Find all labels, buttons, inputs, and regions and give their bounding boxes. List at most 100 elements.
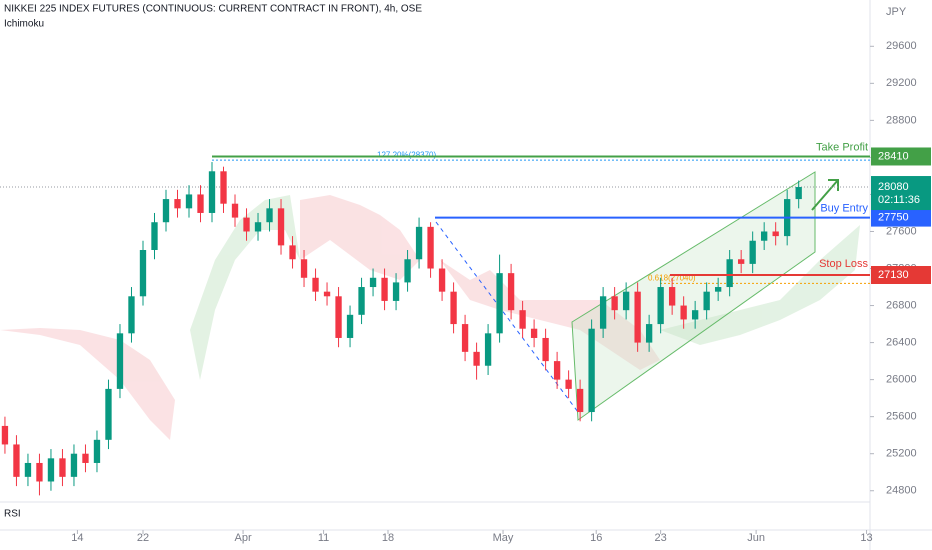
candle-body [266,208,273,223]
candle-body [289,245,296,260]
x-tick-label: 13 [860,532,872,544]
lower-pane-label: RSI [4,509,21,520]
candle-body [59,458,66,477]
cloud-bullish [190,195,300,380]
candle-body [254,222,262,232]
candle-body [542,337,549,362]
y-tick-label: 28800 [886,114,917,126]
candle-body [105,388,112,440]
candle-body [47,458,55,482]
candle-body [588,328,595,413]
candle-body [599,296,607,329]
y-tick-label: 24800 [886,485,917,497]
y-tick-label: 26000 [886,374,917,386]
y-tick-label: 27600 [886,225,917,237]
trade-level-name: Stop Loss [819,258,868,270]
candle-body [772,231,779,237]
x-tick-label: 22 [137,532,149,544]
candle-body [507,273,515,311]
y-tick-label: 26400 [886,336,917,348]
candle-body [565,379,572,389]
price-tag-label: 27750 [878,211,909,223]
x-tick-label: Apr [235,532,252,544]
x-tick-label: 16 [590,532,602,544]
y-tick-label: 29200 [886,77,917,89]
candle-body [714,287,722,292]
last-price-label: 28080 [878,181,909,193]
candle-body [369,277,377,288]
candle-body [576,388,584,413]
candle-body [381,277,388,301]
candle-body [82,453,89,463]
price-tag [871,147,931,166]
candle-body [438,268,446,292]
candle-body [346,314,354,338]
x-tick-label: 18 [382,532,394,544]
price-tag [871,266,931,284]
cloud-bullish [660,225,860,345]
fib-label: 127.20%(28370) [377,150,436,159]
price-tag [871,208,931,227]
candle-body [795,187,802,200]
chart-title: NIKKEI 225 INDEX FUTURES (CONTINUOUS: CU… [4,4,422,15]
trade-level-name: Take Profit [816,141,868,153]
y-tick-label: 29600 [886,40,917,52]
trade-level-name: Buy Entry [820,202,868,214]
candle-body [415,226,423,260]
candle-body [611,296,618,311]
cloud-bearish [0,328,175,440]
candle-body [703,291,710,311]
candle-body [737,259,745,264]
candle-body [496,273,503,334]
y-tick-label: 25600 [886,411,917,423]
candle-body [427,226,434,269]
x-tick-label: 23 [655,532,667,544]
candle-body [185,194,193,209]
currency-label: JPY [886,6,907,18]
x-tick-label: 14 [71,532,83,544]
candle-body [726,259,733,288]
candle-body [70,453,78,477]
candle-body [335,296,342,338]
price-tag-label: 27130 [878,269,909,281]
candle-body [93,439,101,463]
y-tick-label: 26800 [886,299,917,311]
candle-body [24,462,32,477]
candle-body [36,462,43,482]
cloud-bearish [300,195,420,280]
x-tick-label: 11 [318,532,329,544]
candle-body [139,250,147,297]
indicator-label: Ichimoku [4,19,44,30]
candle-body [231,203,239,218]
candle-body [761,231,768,241]
candle-body [243,217,250,232]
candle-body [668,287,676,306]
candle-body [116,333,124,389]
x-tick-label: May [493,532,514,544]
candle-body [519,310,526,329]
candle-body [220,171,227,204]
candle-body [622,291,630,311]
candle-body [151,222,158,250]
cloud-bearish [440,260,660,370]
candle-body [749,240,756,264]
countdown-label: 02:11:36 [878,194,920,206]
candle-body [323,291,331,297]
price-tag-label: 28410 [878,150,909,162]
candle-body [392,282,400,301]
price-tag [871,176,931,211]
candle-body [128,296,135,334]
candle-body [208,171,216,213]
y-tick-label: 25200 [886,448,917,460]
rising-channel [571,171,816,421]
candle-body [450,291,457,325]
candle-body [162,199,170,223]
candle-body [634,291,641,343]
candle-body [358,287,365,315]
candle-body [484,333,492,366]
candle-body [553,361,561,380]
candle-body [691,310,699,320]
candle-body [680,305,687,320]
candle-body [657,287,664,325]
